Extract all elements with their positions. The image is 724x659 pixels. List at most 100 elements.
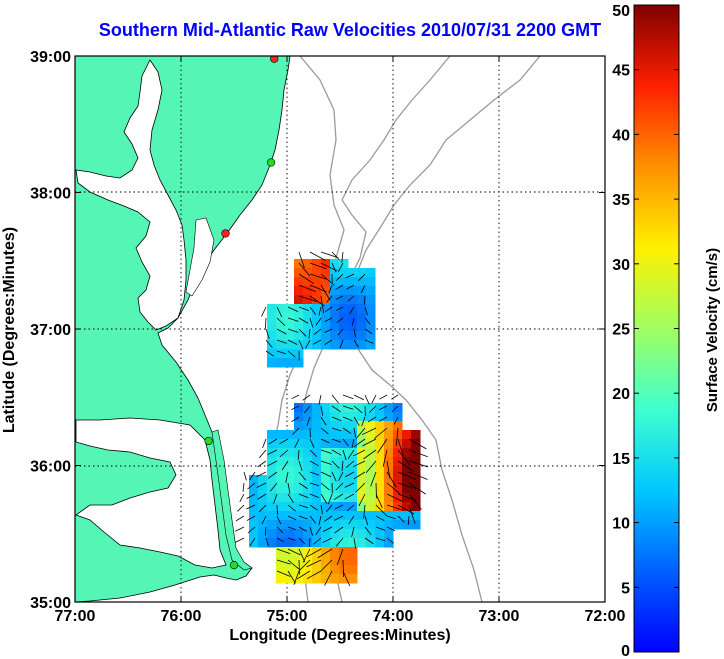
velocity-vector xyxy=(287,548,301,556)
velocity-vector xyxy=(331,251,340,260)
velocity-vector xyxy=(353,394,364,401)
velocity-vector xyxy=(363,295,366,305)
velocity-cell xyxy=(267,304,277,314)
velocity-cell xyxy=(303,421,313,431)
velocity-cell xyxy=(312,430,322,440)
velocity-cell xyxy=(321,448,331,458)
velocity-cell xyxy=(330,430,340,440)
velocity-cell xyxy=(321,439,331,449)
velocity-cell xyxy=(330,340,340,350)
colorbar-tick-label: 50 xyxy=(612,3,630,20)
velocity-cell xyxy=(312,439,322,449)
velocity-vector xyxy=(309,471,320,476)
velocity-cell xyxy=(330,439,340,449)
velocity-vector xyxy=(397,482,417,490)
outer-banks xyxy=(211,429,253,571)
velocity-vector xyxy=(265,328,270,339)
velocity-vector xyxy=(334,526,344,534)
velocity-vector xyxy=(364,328,373,335)
velocity-vector xyxy=(335,284,344,290)
velocity-cell xyxy=(321,466,331,476)
velocity-cell xyxy=(276,313,286,323)
velocity-cell xyxy=(375,502,385,512)
velocity-cell xyxy=(384,502,394,512)
velocity-cell xyxy=(357,529,367,539)
velocity-cell xyxy=(321,430,331,440)
velocity-vector xyxy=(325,504,333,513)
velocity-vector xyxy=(315,317,322,326)
velocity-vector xyxy=(298,482,308,490)
velocity-cell xyxy=(339,547,349,557)
velocity-vector xyxy=(276,328,287,335)
velocity-cell xyxy=(357,322,367,332)
velocity-vector xyxy=(344,493,355,500)
velocity-vector xyxy=(256,471,267,478)
velocity-vector xyxy=(395,427,399,446)
velocity-vector xyxy=(375,504,388,517)
velocity-vector xyxy=(345,273,355,279)
velocity-vector xyxy=(320,471,332,478)
velocity-cell xyxy=(339,439,349,449)
velocity-vector xyxy=(287,526,297,530)
velocity-cell xyxy=(321,295,331,305)
velocity-cell xyxy=(285,304,295,314)
velocity-vector xyxy=(318,306,322,316)
velocity-vector xyxy=(298,548,306,563)
delmarva-bay-edge xyxy=(185,217,215,297)
velocity-vector xyxy=(246,493,256,499)
velocity-vector xyxy=(353,460,366,468)
velocity-vector xyxy=(353,339,359,348)
velocity-cell xyxy=(294,358,304,368)
velocity-cell xyxy=(294,493,304,503)
velocity-cell xyxy=(267,484,277,494)
velocity-vector xyxy=(397,471,417,480)
velocity-vector xyxy=(287,482,291,494)
velocity-cell xyxy=(285,331,295,341)
colorbar-label: Surface Velocity (cm/s) xyxy=(704,248,721,412)
velocity-vector xyxy=(235,515,245,522)
velocity-vector xyxy=(237,504,245,512)
velocity-cell xyxy=(366,421,376,431)
velocity-cell xyxy=(348,448,358,458)
velocity-cell xyxy=(294,295,304,305)
velocity-vector xyxy=(267,471,278,479)
velocity-cell xyxy=(366,313,376,323)
velocity-vector xyxy=(355,482,366,493)
velocity-cell xyxy=(411,475,421,485)
velocity-cell xyxy=(339,574,349,584)
velocity-cell xyxy=(402,448,412,458)
velocity-cell xyxy=(411,493,421,503)
velocity-cell xyxy=(294,574,304,584)
velocity-cell xyxy=(294,403,304,413)
velocity-cell xyxy=(321,277,331,287)
velocity-cell xyxy=(285,511,295,521)
velocity-cell xyxy=(312,340,322,350)
colorbar-tick-label: 45 xyxy=(612,63,630,80)
velocity-vector xyxy=(352,449,366,457)
velocity-cell xyxy=(339,421,349,431)
velocity-vector xyxy=(298,559,311,571)
velocity-vector xyxy=(322,537,333,543)
velocity-cell xyxy=(285,520,295,530)
velocity-cell xyxy=(267,439,277,449)
velocity-cell xyxy=(276,565,286,575)
velocity-cell xyxy=(357,412,367,422)
velocity-vector xyxy=(378,405,388,411)
velocity-vector xyxy=(397,460,415,473)
velocity-vector xyxy=(324,570,333,586)
velocity-cell xyxy=(312,574,322,584)
velocity-vector xyxy=(320,295,324,314)
velocity-cell xyxy=(357,448,367,458)
velocity-cell xyxy=(276,457,286,467)
velocity-cell xyxy=(321,547,331,557)
velocity-cell xyxy=(348,547,358,557)
velocity-cell xyxy=(366,286,376,296)
velocity-vector xyxy=(256,482,267,488)
velocity-cell xyxy=(366,475,376,485)
velocity-vector xyxy=(336,548,344,566)
velocity-vector xyxy=(386,526,396,532)
velocity-vector xyxy=(342,438,349,447)
velocity-cell xyxy=(303,304,313,314)
velocity-vector xyxy=(298,493,309,499)
velocity-cell xyxy=(267,493,277,503)
